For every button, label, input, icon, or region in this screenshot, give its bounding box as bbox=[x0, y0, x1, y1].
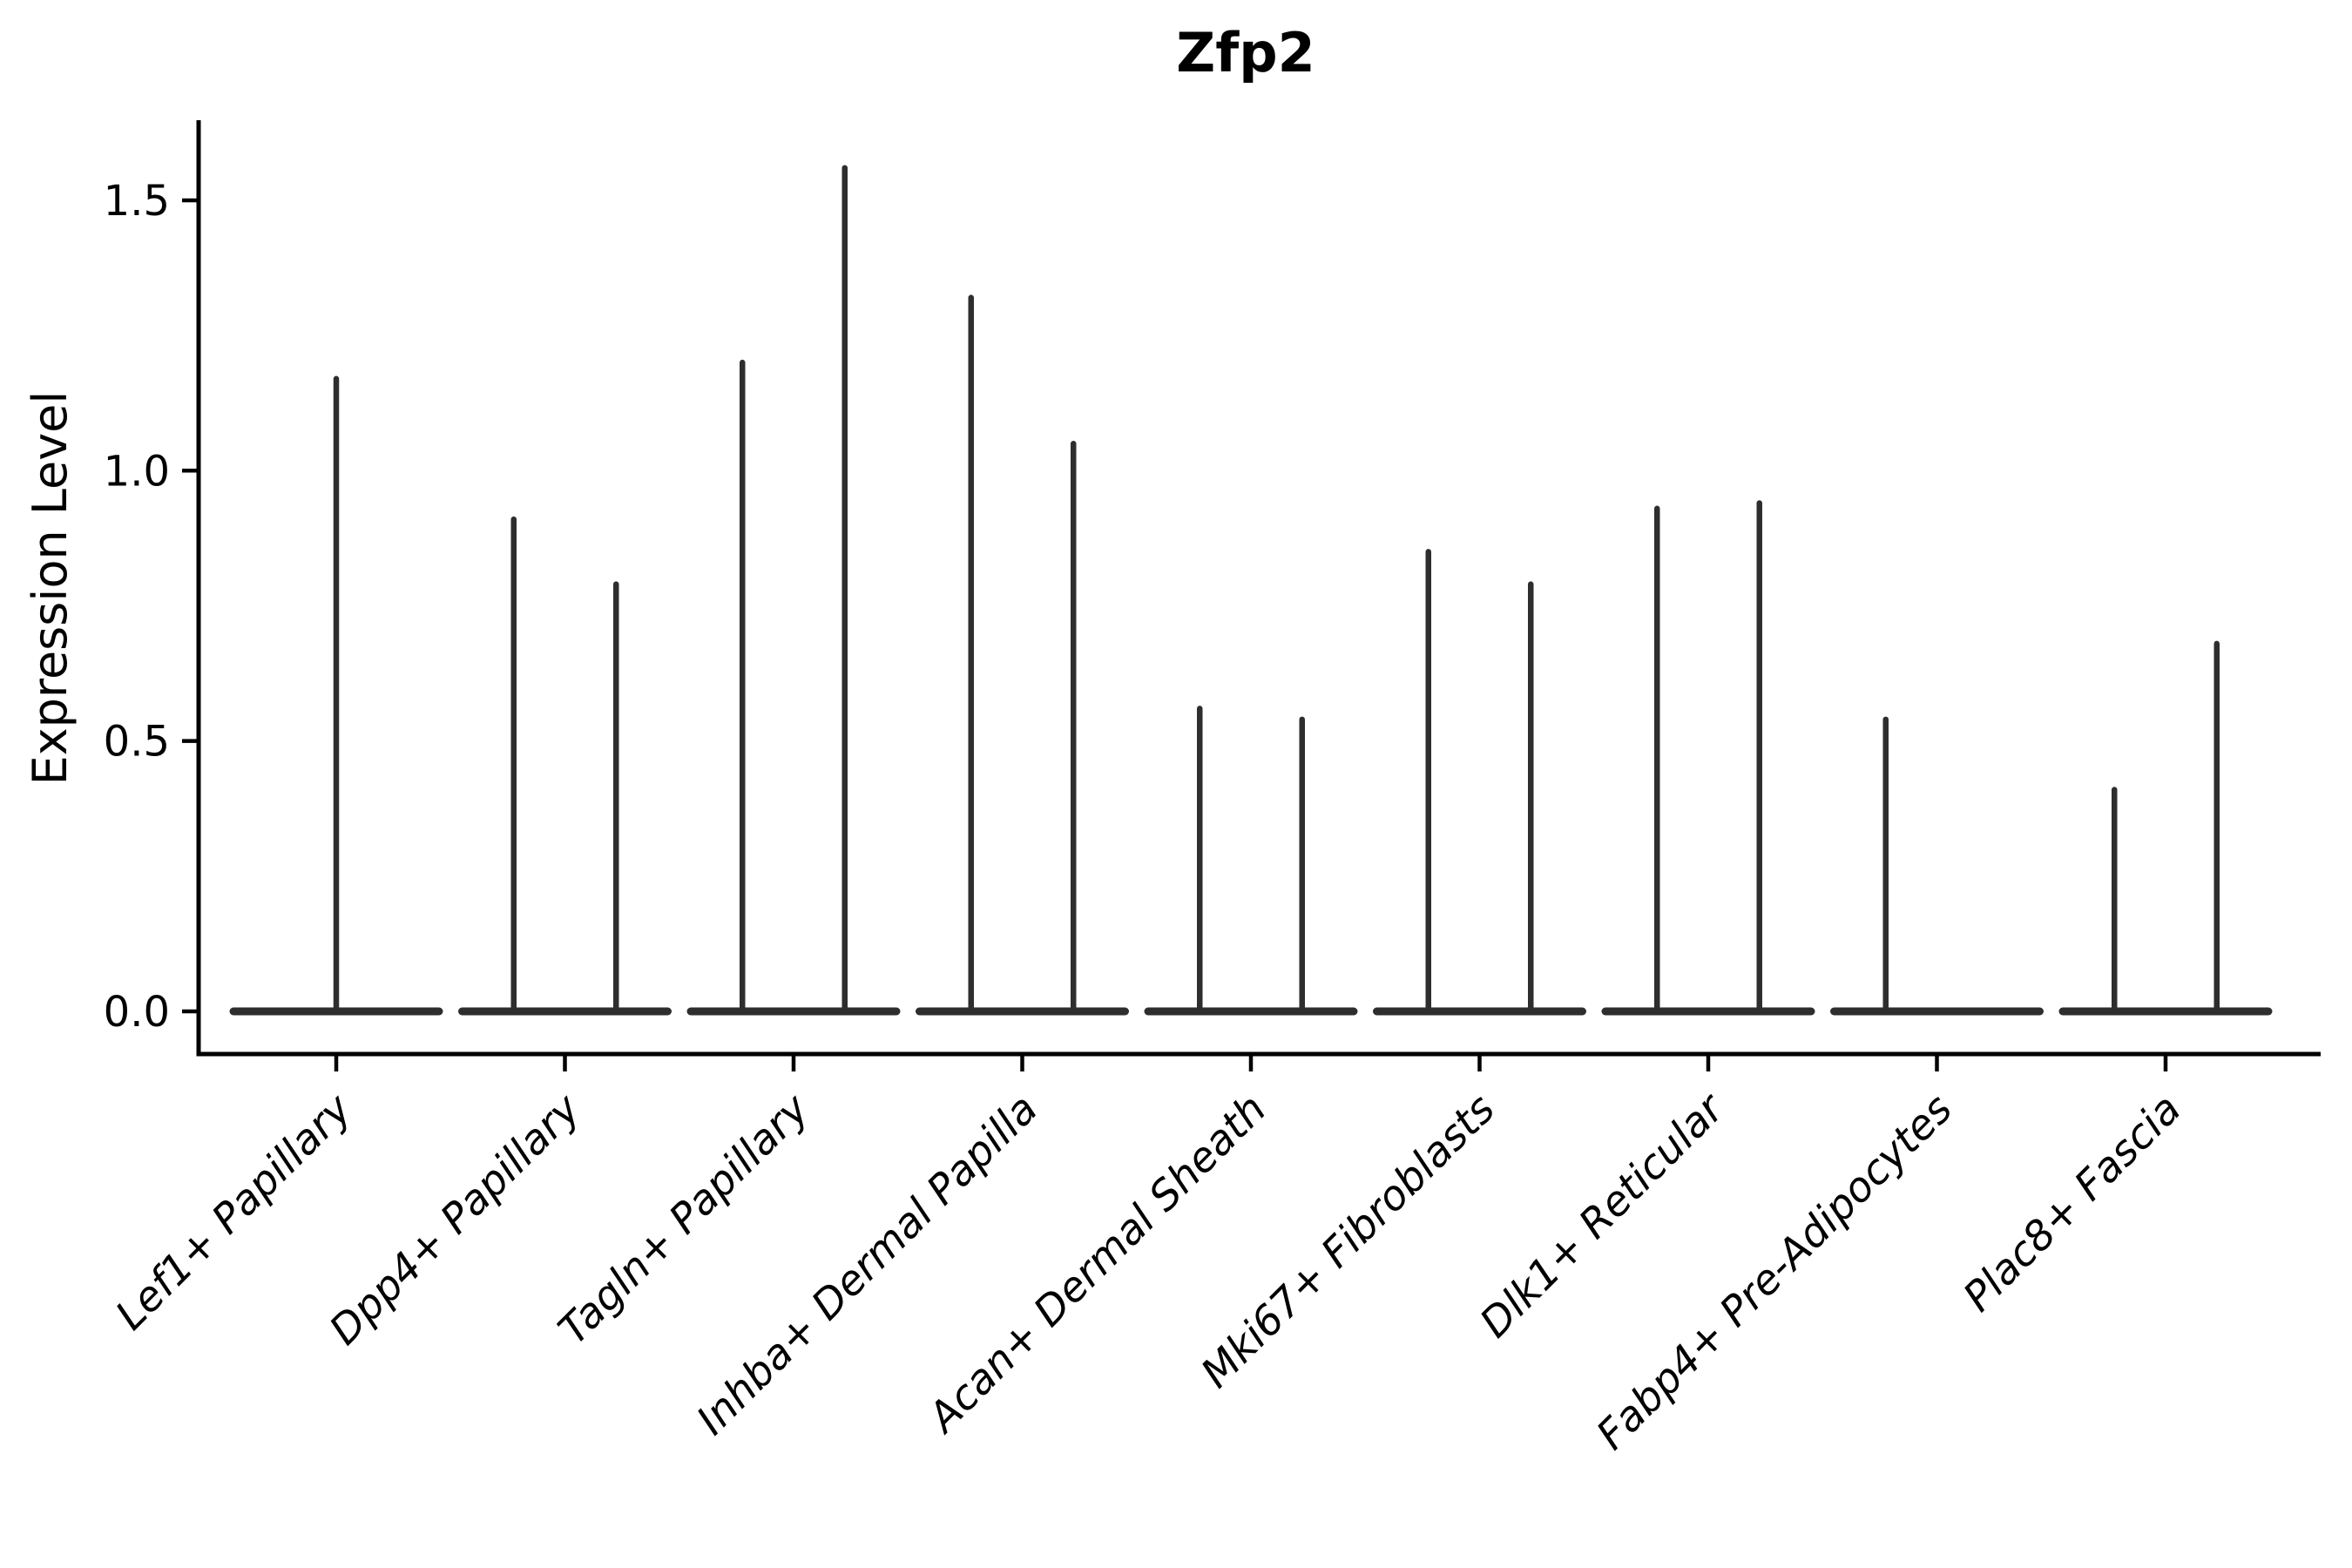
chart-title: Zfp2 bbox=[1176, 21, 1315, 84]
x-tick-label: Lef1+ Papillary bbox=[106, 1085, 362, 1340]
x-tick-label: Dpp4+ Papillary bbox=[321, 1085, 591, 1355]
y-tick-label: 1.0 bbox=[104, 447, 170, 496]
x-tick-label: Dlk1+ Reticular bbox=[1471, 1084, 1735, 1348]
axis-spines bbox=[196, 120, 2321, 1057]
x-tick-label: Tagln+ Papillary bbox=[550, 1085, 820, 1355]
x-tick-label: Plac8+ Fascia bbox=[1954, 1085, 2190, 1321]
y-axis-label: Expression Level bbox=[23, 391, 78, 786]
y-tick-label: 0.0 bbox=[104, 988, 170, 1037]
y-tick-label: 0.5 bbox=[104, 718, 170, 767]
y-tick-label: 1.5 bbox=[104, 177, 170, 226]
